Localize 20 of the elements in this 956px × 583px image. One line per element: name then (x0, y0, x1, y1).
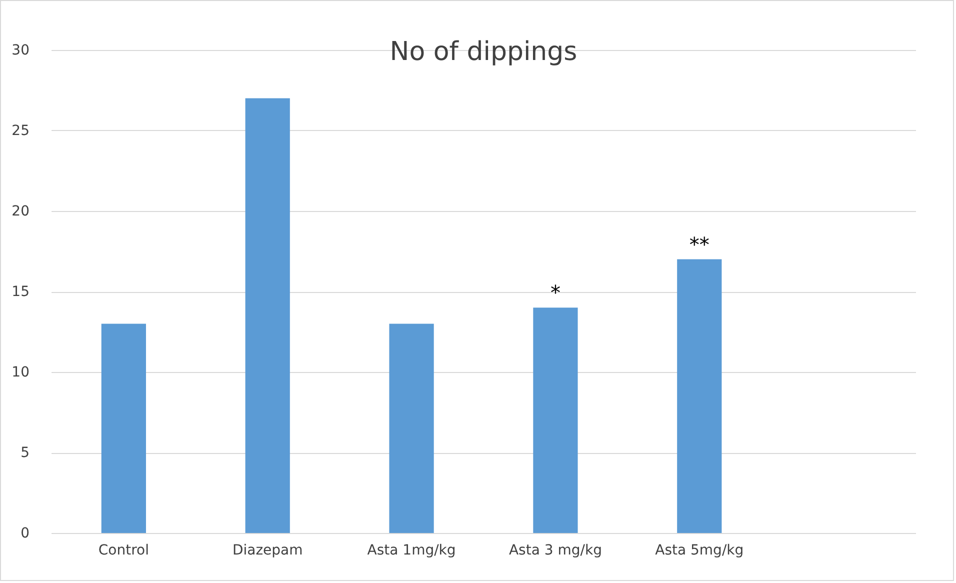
x-tick-label: Control (98, 542, 149, 558)
x-tick-label: Diazepam (232, 542, 303, 558)
y-tick-label: 25 (12, 123, 30, 139)
bar (389, 324, 434, 533)
bar (101, 324, 146, 533)
bar (245, 98, 290, 533)
y-tick-label: 30 (12, 42, 30, 58)
chart-title: No of dippings (390, 37, 578, 67)
y-tick-label: 5 (20, 445, 30, 461)
annotation: ** (689, 232, 710, 256)
x-tick-label: Asta 3 mg/kg (508, 542, 602, 558)
y-tick-label: 0 (20, 526, 30, 542)
bar (533, 308, 578, 533)
y-tick-label: 10 (12, 364, 30, 380)
x-tick-label: Asta 5mg/kg (655, 542, 744, 558)
bar (677, 259, 722, 533)
y-tick-label: 15 (12, 284, 30, 300)
x-tick-label: Asta 1mg/kg (367, 542, 456, 558)
annotation: * (550, 280, 560, 305)
y-tick-label: 20 (12, 204, 30, 220)
